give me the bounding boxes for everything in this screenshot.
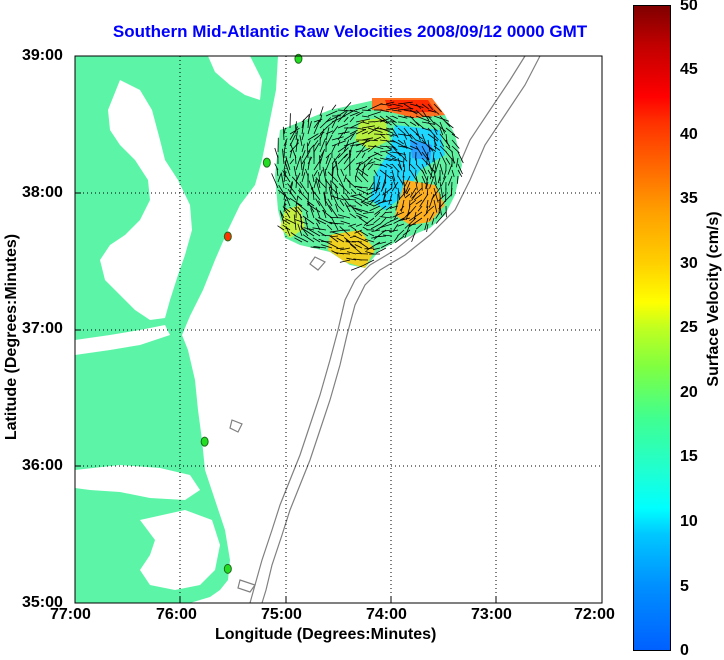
colorbar-tick-label: 15 — [680, 448, 698, 466]
radar-station-marker — [263, 158, 270, 167]
colorbar-tick-label: 35 — [680, 190, 698, 208]
velocity-vector — [356, 254, 368, 255]
radar-station-marker — [201, 437, 208, 446]
lon-tick-label: 74:00 — [366, 606, 407, 624]
lat-tick-label: 36:00 — [22, 457, 63, 475]
colorbar-tick-label: 5 — [680, 578, 689, 596]
colorbar-tick-label: 40 — [680, 126, 698, 144]
colorbar-tick-label: 10 — [680, 513, 698, 531]
colorbar-tick-label: 20 — [680, 384, 698, 402]
colorbar-tick-label: 0 — [680, 642, 689, 660]
lon-tick-label: 72:00 — [574, 606, 615, 624]
velocity-vector — [374, 134, 386, 135]
colorbar-tick-label: 50 — [680, 0, 698, 15]
lon-tick-label: 73:00 — [471, 606, 512, 624]
colorbar-tick-label: 45 — [680, 61, 698, 79]
lat-tick-label: 35:00 — [22, 594, 63, 612]
lat-tick-label: 39:00 — [22, 47, 63, 65]
velocity-colorbar — [633, 5, 671, 651]
colorbar-tick-label: 30 — [680, 255, 698, 273]
x-axis-label: Longitude (Degrees:Minutes) — [215, 626, 436, 644]
lon-tick-label: 76:00 — [156, 606, 197, 624]
colorbar-tick-label: 25 — [680, 319, 698, 337]
velocity-vector — [368, 146, 375, 147]
lat-tick-label: 37:00 — [22, 320, 63, 338]
y-axis-label: Latitude (Degrees:Minutes) — [3, 227, 21, 447]
radar-station-marker — [224, 232, 231, 241]
velocity-vector — [398, 122, 404, 123]
colorbar-label: Surface Velocity (cm/s) — [705, 189, 723, 409]
lat-tick-label: 38:00 — [22, 184, 63, 202]
radar-station-marker — [224, 564, 231, 573]
lon-tick-label: 75:00 — [261, 606, 302, 624]
